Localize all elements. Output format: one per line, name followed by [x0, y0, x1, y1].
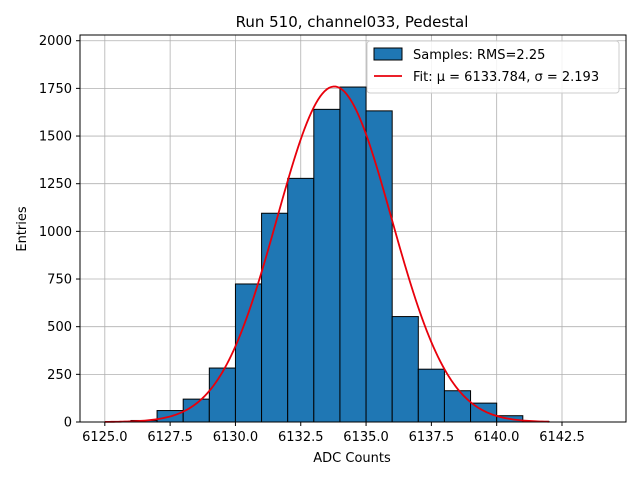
- histogram-bar: [287, 177, 315, 423]
- x-tick-label: 6142.5: [539, 430, 585, 445]
- x-tick-label: 6125.0: [82, 430, 128, 445]
- y-tick-label: 500: [47, 320, 72, 335]
- legend-swatch-samples: [373, 47, 403, 61]
- y-tick-label: 750: [47, 273, 72, 288]
- histogram-bar: [313, 108, 341, 423]
- histogram-bar: [365, 110, 393, 423]
- y-tick-label: 250: [47, 368, 72, 383]
- histogram-bar: [261, 212, 289, 423]
- x-tick-label: 6127.5: [147, 430, 193, 445]
- y-tick-label: 1250: [39, 177, 72, 192]
- histogram-bar: [391, 316, 419, 423]
- fit-curve-layer: [104, 85, 549, 423]
- histogram-bar: [234, 283, 263, 423]
- x-tick-label: 6137.5: [409, 430, 455, 445]
- y-tick-label: 1500: [39, 130, 72, 145]
- fit-curve: [104, 85, 549, 423]
- y-tick-label: 1750: [39, 82, 72, 97]
- y-axis-label: Entries: [15, 206, 30, 252]
- x-tick-label: 6130.0: [213, 430, 259, 445]
- x-tick-label: 6135.0: [343, 430, 389, 445]
- legend: Samples: RMS=2.25 Fit: μ = 6133.784, σ =…: [366, 40, 620, 94]
- plot-frame: [79, 34, 627, 423]
- histogram-bar: [417, 368, 445, 423]
- legend-label-samples: Samples: RMS=2.25: [413, 48, 545, 63]
- x-axis-label: ADC Counts: [313, 451, 391, 466]
- y-axis-ticks: 0 250 500 750 1000 1250 1500 1750 2000: [39, 34, 80, 431]
- y-tick-label: 2000: [39, 34, 72, 49]
- x-axis-ticks: 6125.0 6127.5 6130.0 6132.5 6135.0 6137.5 6140…: [82, 422, 585, 445]
- x-tick-label: 6132.5: [278, 430, 324, 445]
- histogram-bar: [208, 367, 236, 423]
- y-tick-label: 1000: [39, 225, 72, 240]
- x-tick-label: 6140.0: [474, 430, 520, 445]
- histogram-bar: [339, 86, 367, 423]
- histogram-bar: [443, 390, 472, 423]
- chart-title: Run 510, channel033, Pedestal: [236, 13, 469, 31]
- legend-label-fit: Fit: μ = 6133.784, σ = 2.193: [413, 70, 599, 85]
- legend-box: [366, 40, 620, 94]
- y-tick-label: 0: [64, 416, 72, 431]
